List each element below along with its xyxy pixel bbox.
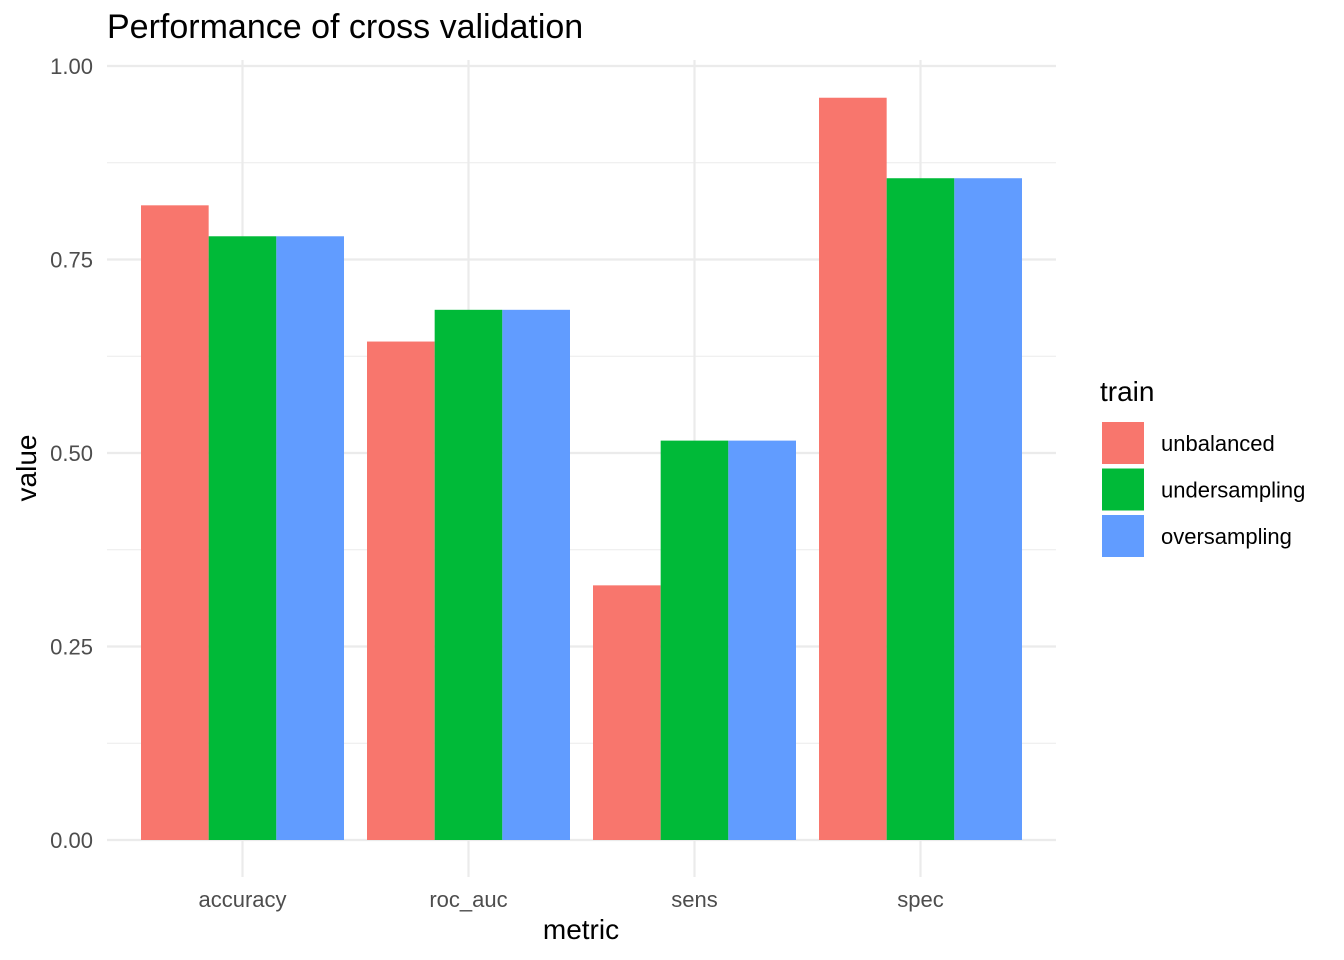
x-tick-label: spec [897,887,943,912]
legend-items: unbalanced undersampling oversampling [1102,422,1305,557]
legend-item-unbalanced: unbalanced [1102,422,1275,464]
y-tick-label: 0.25 [50,635,93,660]
bars [141,97,1022,841]
legend-swatch [1102,422,1144,464]
bar-sens-undersampling [660,440,729,840]
bar-accuracy-oversampling [276,236,344,840]
legend-item-undersampling: undersampling [1102,468,1305,511]
bar-spec-oversampling [954,178,1022,841]
x-tick-label: roc_auc [429,887,507,912]
bar-spec-unbalanced [819,97,887,840]
bar-sens-oversampling [728,440,796,840]
bar-roc_auc-undersampling [434,309,503,840]
y-tick-label: 0.50 [50,441,93,466]
y-axis-ticks: 0.00 0.25 0.50 0.75 1.00 [50,54,93,853]
y-tick-label: 0.75 [50,248,93,273]
legend: train unbalanced undersampling oversamplin… [1100,376,1305,557]
bar-sens-unbalanced [593,585,661,840]
legend-swatch [1102,468,1144,511]
bar-spec-undersampling [886,178,955,841]
y-tick-label: 0.00 [50,828,93,853]
legend-item-oversampling: oversampling [1102,515,1292,557]
x-axis-ticks: accuracy roc_auc sens spec [198,887,943,912]
chart-title: Performance of cross validation [107,8,583,46]
bar-roc_auc-unbalanced [367,341,435,840]
legend-label: unbalanced [1161,431,1275,456]
legend-swatch [1102,515,1144,557]
bar-accuracy-undersampling [208,236,277,840]
bar-roc_auc-oversampling [502,309,570,840]
y-tick-label: 1.00 [50,54,93,79]
legend-label: undersampling [1161,478,1305,503]
legend-label: oversampling [1161,524,1292,549]
y-axis-title: value [11,435,42,502]
bar-accuracy-unbalanced [141,205,209,840]
x-tick-label: accuracy [198,887,286,912]
legend-title: train [1100,376,1154,407]
x-axis-title: metric [543,914,619,945]
x-tick-label: sens [671,887,717,912]
